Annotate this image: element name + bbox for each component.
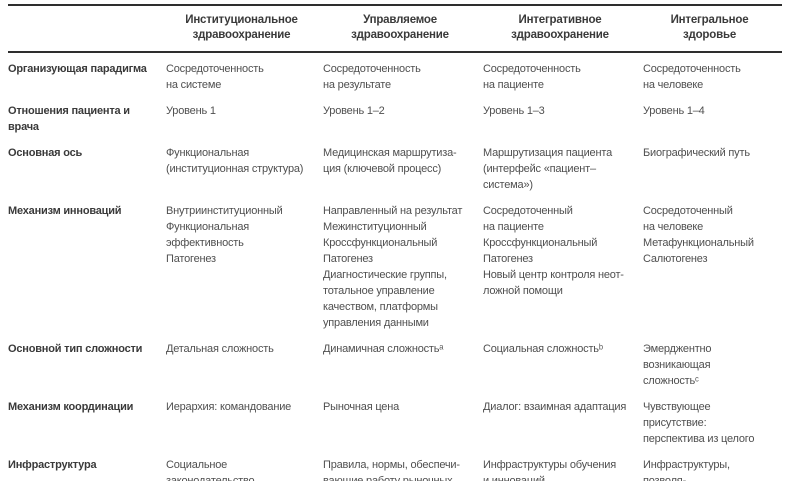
- row-label-axis: Основная ось: [8, 147, 83, 159]
- cell: Направленный на результат Межинституцион…: [323, 205, 463, 329]
- cell: Функциональная (институционная структура…: [166, 147, 304, 175]
- cell: Детальная сложность: [166, 343, 274, 355]
- row-label-complexity: Основной тип сложности: [8, 343, 143, 355]
- row-label-innovation: Механизм инноваций: [8, 205, 122, 217]
- row-label-coordination: Механизм координации: [8, 401, 134, 413]
- row-label-infrastructure: Инфраструктура: [8, 457, 166, 481]
- cell: Динамичная сложностьᵃ: [323, 343, 444, 355]
- cell: Уровень 1–2: [323, 105, 385, 117]
- cell: Уровень 1–3: [483, 105, 545, 117]
- column-header-integrative: Интегративное здравоохранение: [483, 5, 643, 53]
- row-label-relations: Отношения пациента и врача: [8, 105, 130, 133]
- column-header-integral: Интегральное здоровье: [643, 5, 782, 53]
- cell: Социальное законодательство (Бисмарк): [166, 457, 323, 481]
- column-header-managed: Управляемое здравоохранение: [323, 5, 483, 53]
- cell: Социальная сложностьᵇ: [483, 343, 603, 355]
- cell: Чувствующее присутствие: перспектива из …: [643, 401, 755, 445]
- cell: Инфраструктуры, позволя- ющие видеть в к…: [643, 457, 782, 481]
- cell: Биографический путь: [643, 147, 750, 159]
- table-header: Институциональное здравоохранение Управл…: [8, 5, 782, 53]
- cell: Внутриинституционный Функциональная эффе…: [166, 205, 283, 265]
- cell: Сосредоточенность на пациенте: [483, 63, 581, 91]
- cell: Уровень 1: [166, 105, 216, 117]
- table-row: Инфраструктура Социальное законодательст…: [8, 457, 782, 481]
- cell: Маршрутизация пациента (интерфейс «пацие…: [483, 147, 612, 191]
- column-header-institutional: Институциональное здравоохранение: [166, 5, 323, 53]
- table-row: Организующая парадигма Сосредоточенность…: [8, 52, 782, 103]
- table-row: Механизм инноваций Внутриинституционный …: [8, 203, 782, 341]
- cell: Медицинская маршрутиза- ция (ключевой пр…: [323, 147, 457, 175]
- cell: Эмерджентно возникающая сложностьᶜ: [643, 343, 712, 387]
- table-row: Механизм координации Иерархия: командова…: [8, 399, 782, 457]
- table-row: Основной тип сложности Детальная сложнос…: [8, 341, 782, 399]
- row-label-paradigm: Организующая парадигма: [8, 63, 147, 75]
- header-empty-cell: [8, 5, 166, 53]
- cell: Сосредоточенный на человеке Метафункцион…: [643, 205, 754, 265]
- comparison-table: Институциональное здравоохранение Управл…: [8, 4, 782, 481]
- table-row: Основная ось Функциональная (институцион…: [8, 145, 782, 203]
- cell: Сосредоточенность на человеке: [643, 63, 741, 91]
- cell: Диалог: взаимная адаптация: [483, 401, 627, 413]
- cell: Сосредоточенность на результате: [323, 63, 421, 91]
- cell: Инфраструктуры обучения и инноваций: [483, 457, 643, 481]
- cell: Уровень 1–4: [643, 105, 705, 117]
- cell: Сосредоточенный на пациенте Кроссфункцио…: [483, 205, 624, 297]
- cell: Рыночная цена: [323, 401, 400, 413]
- table-row: Отношения пациента и врача Уровень 1 Уро…: [8, 103, 782, 145]
- cell: Сосредоточенность на системе: [166, 63, 264, 91]
- cell: Иерархия: командование: [166, 401, 292, 413]
- cell: Правила, нормы, обеспечи- вающие работу …: [323, 457, 483, 481]
